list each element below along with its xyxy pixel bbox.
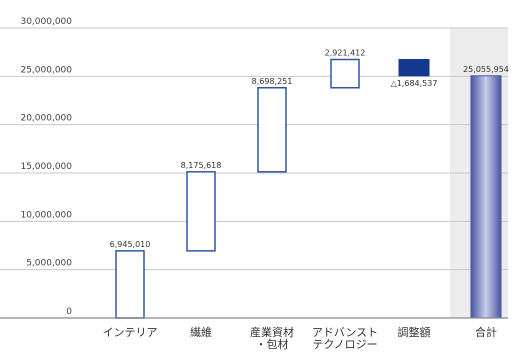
bar-segment bbox=[330, 58, 360, 89]
bars bbox=[115, 58, 502, 319]
data-label: 25,055,954 bbox=[463, 65, 509, 74]
bar-segment bbox=[186, 171, 216, 252]
y-tick-label: 30,000,000 bbox=[20, 17, 72, 27]
y-tick-label: 25,000,000 bbox=[20, 65, 72, 75]
data-labels: 6,945,010 8,175,618 8,698,251 2,921,412 △1,6… bbox=[110, 49, 509, 249]
category-label: 合計 bbox=[475, 325, 497, 339]
y-tick-label: 10,000,000 bbox=[20, 210, 72, 220]
category-label: インテリア bbox=[103, 326, 158, 339]
category-label: 調整額 bbox=[398, 325, 431, 339]
data-label: 8,698,251 bbox=[252, 77, 293, 86]
bar-segment bbox=[115, 250, 145, 319]
bar-segment bbox=[257, 87, 287, 173]
category-label: ・包材 bbox=[256, 337, 289, 351]
data-label: △1,684,537 bbox=[391, 79, 438, 88]
category-label: テクノロジー bbox=[312, 338, 377, 351]
data-label: 2,921,412 bbox=[325, 49, 366, 58]
category-label: 産業資材 bbox=[250, 325, 294, 339]
data-label: 8,175,618 bbox=[181, 161, 222, 170]
bar-total bbox=[470, 75, 502, 319]
data-label: 6,945,010 bbox=[110, 240, 151, 249]
y-tick-label: 5,000,000 bbox=[26, 259, 72, 269]
category-label: アドバンスト bbox=[312, 326, 378, 339]
y-tick-label: 20,000,000 bbox=[20, 114, 72, 124]
category-label: 繊維 bbox=[190, 326, 212, 339]
y-tick-label: 0 bbox=[66, 307, 72, 317]
bar-adjustment bbox=[398, 59, 430, 77]
y-tick-label: 15,000,000 bbox=[20, 162, 72, 172]
gridlines bbox=[0, 27, 508, 271]
y-axis-tick-labels: 0 5,000,000 10,000,000 15,000,000 20,000,000… bbox=[20, 17, 72, 317]
